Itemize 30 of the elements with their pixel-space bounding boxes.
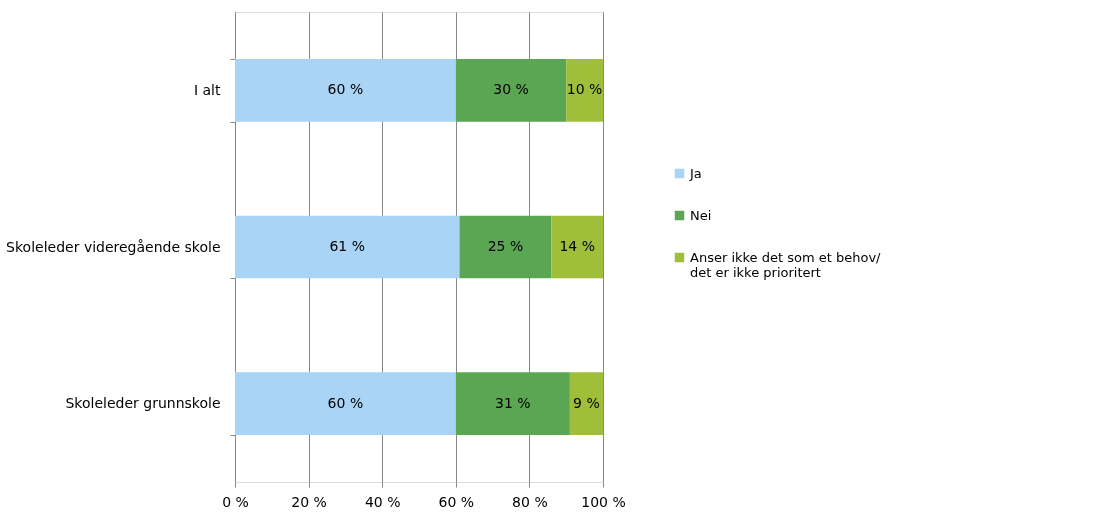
data-label: 30 % xyxy=(493,81,529,98)
bar xyxy=(569,372,603,435)
y-tick-label: Skoleleder videregående skole xyxy=(6,238,221,255)
data-label: 14 % xyxy=(559,238,596,254)
data-label: 60 % xyxy=(327,394,364,411)
legend-label: Ja xyxy=(689,165,702,181)
y-tick-label: Skoleleder grunnskole xyxy=(65,395,221,412)
x-tick-label: 80 % xyxy=(512,493,548,510)
legend-label: Nei xyxy=(690,207,712,223)
bar xyxy=(459,215,552,279)
bar xyxy=(566,59,603,122)
legend-label: Anser ikke det som et behov/ det er ikke prioritert xyxy=(690,249,882,280)
data-label: 10 % xyxy=(566,81,603,98)
x-tick-label: 60 % xyxy=(438,493,475,510)
x-tick-label: 100 % xyxy=(581,493,626,510)
data-label: 61 % xyxy=(329,238,366,254)
bar xyxy=(455,59,567,122)
data-label: 25 % xyxy=(487,238,524,254)
bar xyxy=(551,215,603,279)
bar xyxy=(235,372,456,435)
bar xyxy=(235,215,460,279)
data-label: 31 % xyxy=(495,394,531,411)
data-label: 60 % xyxy=(327,81,364,98)
y-tick-label: I alt xyxy=(193,81,221,98)
bar xyxy=(235,59,456,122)
x-tick-label: 40 % xyxy=(364,493,401,510)
x-tick-label: 0 % xyxy=(222,493,249,510)
data-label: 9 % xyxy=(573,394,600,411)
x-tick-label: 20 % xyxy=(291,493,327,510)
bar xyxy=(455,372,570,435)
